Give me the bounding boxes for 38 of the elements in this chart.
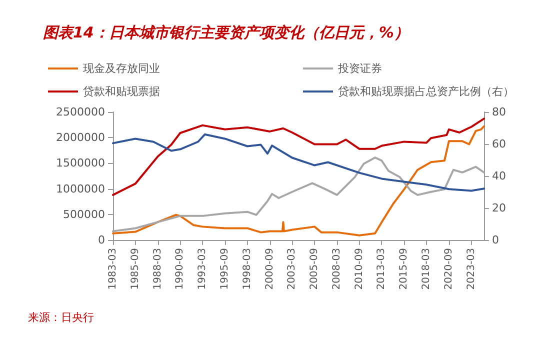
- x-tick-label: 2018-03: [421, 248, 432, 290]
- legend-label: 贷款和贴现票据: [83, 85, 160, 98]
- x-tick-label: 2010-09: [354, 248, 365, 290]
- y-tick-label: 1000000: [56, 182, 105, 196]
- x-tick-label: 1988-03: [152, 248, 164, 290]
- x-tick-label: 1998-03: [242, 248, 253, 290]
- y2-tick-label: 60: [492, 138, 506, 150]
- x-tick-label: 2015-09: [398, 248, 410, 290]
- legend-label: 贷款和贴现票据占总资产比例（右）: [338, 85, 514, 98]
- x-tick-label: 2000-09: [264, 248, 276, 290]
- line-series: [112, 118, 485, 196]
- source-note: 来源：日央行: [28, 311, 94, 324]
- x-tick-label: 2003-03: [286, 248, 298, 290]
- legend-label: 现金及存放同业: [83, 62, 160, 75]
- y2-tick-label: 80: [492, 106, 506, 118]
- x-tick-label: 1993-03: [197, 248, 208, 290]
- x-tick-label: 2013-03: [376, 248, 388, 290]
- line-series: [112, 133, 485, 192]
- line-series: [112, 156, 485, 232]
- legend-label: 投资证券: [337, 62, 382, 75]
- y2-tick-label: 40: [492, 170, 506, 182]
- y2-tick-label: 20: [492, 202, 506, 214]
- line-series: [112, 125, 485, 236]
- chart-title: 图表14：日本城市银行主要资产项变化（亿日元，%）: [43, 24, 409, 42]
- y-tick-label: 1500000: [56, 156, 105, 170]
- y-tick-label: 2000000: [56, 131, 105, 144]
- x-tick-label: 1985-09: [130, 248, 141, 290]
- x-tick-label: 2008-03: [331, 248, 342, 290]
- x-tick-label: 1983-03: [108, 248, 118, 290]
- x-tick-label: 1990-09: [174, 248, 186, 290]
- y-tick-label: 0: [98, 234, 105, 246]
- x-tick-label: 2020-09: [443, 248, 454, 290]
- y2-tick-label: 0: [492, 234, 499, 246]
- x-tick-label: 1995-09: [219, 248, 230, 290]
- y-tick-label: 500000: [63, 208, 105, 221]
- x-tick-label: 2023-03: [466, 248, 477, 290]
- x-tick-label: 2005-09: [309, 248, 320, 290]
- y-tick-label: 2500000: [56, 106, 105, 118]
